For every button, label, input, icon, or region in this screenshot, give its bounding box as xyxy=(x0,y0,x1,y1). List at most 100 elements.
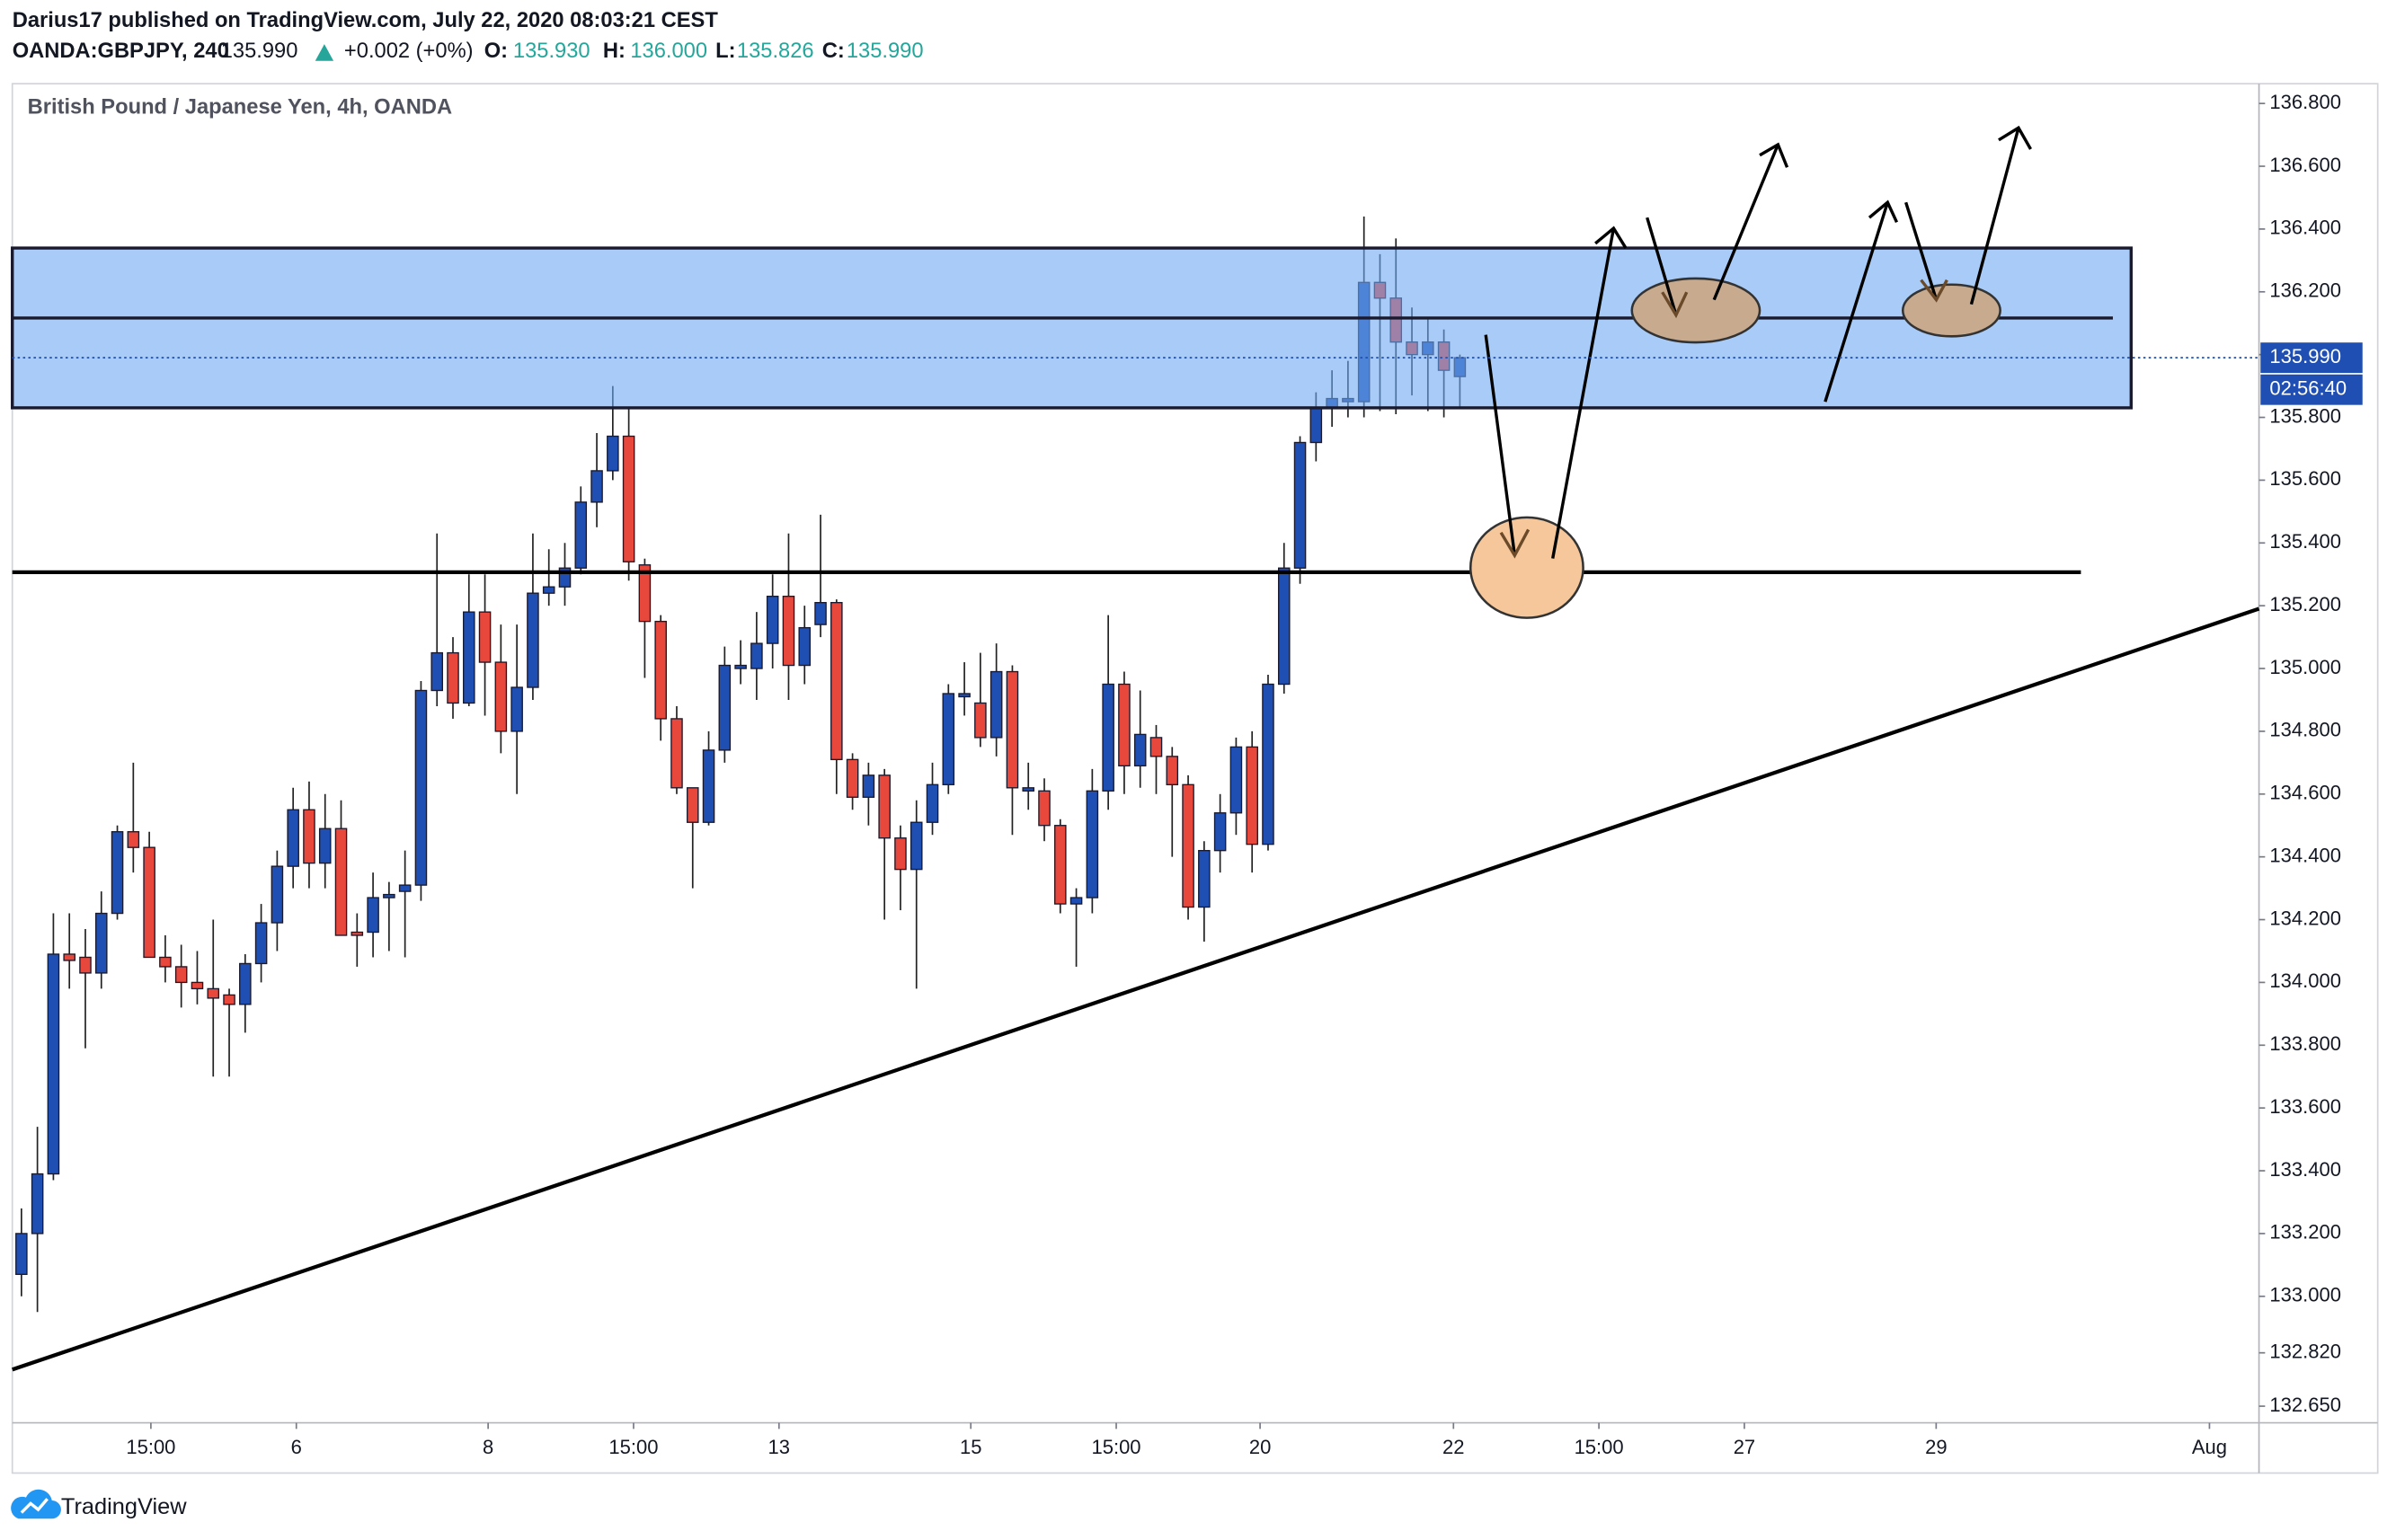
candle-body xyxy=(207,987,220,999)
candle-body xyxy=(351,931,364,936)
candle-body xyxy=(430,651,443,692)
candle-body xyxy=(414,689,428,886)
candle-body xyxy=(367,897,379,934)
retest-circle xyxy=(1901,283,2001,338)
candle-body xyxy=(974,702,987,739)
candle-body xyxy=(287,809,299,867)
x-tick-label: 6 xyxy=(291,1436,302,1458)
candle-body xyxy=(926,783,939,823)
y-tick-label: 136.600 xyxy=(2269,154,2341,176)
candle-body xyxy=(654,620,667,720)
y-tick-label: 134.000 xyxy=(2269,969,2341,992)
published-line: Darius17 published on TradingView.com, J… xyxy=(13,9,719,32)
candle-body xyxy=(447,651,459,704)
close-value: 135.990 xyxy=(847,40,924,63)
candle-body xyxy=(527,592,539,688)
candle-body xyxy=(590,470,603,503)
y-tick-label: 135.200 xyxy=(2269,593,2341,615)
arrow-head xyxy=(1998,125,2032,150)
y-tick-label: 133.000 xyxy=(2269,1284,2341,1306)
candle-body xyxy=(1277,567,1291,686)
candles xyxy=(15,216,1467,1313)
countdown-label: 02:56:40 xyxy=(2269,377,2347,400)
low-label: L: xyxy=(715,40,735,63)
candle-body xyxy=(989,670,1003,739)
candle-body xyxy=(318,828,332,864)
arrow xyxy=(1904,201,1939,301)
candle-body xyxy=(1229,746,1243,814)
candle-body xyxy=(1182,783,1194,908)
candle-body xyxy=(191,981,204,990)
x-tick-label: 15:00 xyxy=(126,1436,175,1458)
candle-body xyxy=(942,693,955,785)
y-tick-label: 134.600 xyxy=(2269,782,2341,804)
arrow xyxy=(1484,334,1517,556)
y-tick-label: 133.200 xyxy=(2269,1221,2341,1244)
low-value: 135.826 xyxy=(737,40,814,63)
candle-body xyxy=(670,718,683,789)
y-tick-label: 134.200 xyxy=(2269,907,2341,929)
candle-body xyxy=(143,846,155,959)
arrow xyxy=(1646,217,1678,316)
y-tick-label: 133.800 xyxy=(2269,1032,2341,1055)
candle-body xyxy=(798,626,812,667)
candle-body xyxy=(718,664,732,751)
x-tick-label: 8 xyxy=(483,1436,493,1458)
candle-body xyxy=(254,922,268,965)
y-tick-label: 136.800 xyxy=(2269,91,2341,113)
y-tick-label: 136.200 xyxy=(2269,279,2341,302)
y-tick-label: 133.600 xyxy=(2269,1095,2341,1118)
candle-body xyxy=(334,828,348,936)
candle-body xyxy=(830,601,843,761)
x-tick-label: 27 xyxy=(1734,1436,1755,1458)
arrow-head xyxy=(1661,291,1689,319)
candle-body xyxy=(223,994,235,1005)
candle-body xyxy=(111,831,124,915)
arrow xyxy=(1551,227,1616,559)
candle-body xyxy=(622,435,635,562)
candle-body xyxy=(15,1233,28,1276)
arrow xyxy=(1712,144,1779,301)
y-tick-label: 135.800 xyxy=(2269,404,2341,427)
x-tick-label: 15:00 xyxy=(1575,1436,1624,1458)
candle-body xyxy=(1246,746,1258,845)
candle-body xyxy=(174,966,188,984)
candle-body xyxy=(494,661,508,732)
logo-line xyxy=(20,1498,49,1514)
candle-body xyxy=(127,831,140,848)
y-tick-label: 136.400 xyxy=(2269,217,2341,239)
candle-body xyxy=(31,1173,44,1235)
arrow-head xyxy=(1868,199,1899,223)
candle-body xyxy=(1262,683,1274,845)
y-tick-label: 134.400 xyxy=(2269,844,2341,866)
candle-body xyxy=(607,435,619,472)
candle-body xyxy=(750,642,763,669)
candle-body xyxy=(1309,407,1323,444)
y-tick-label: 135.000 xyxy=(2269,656,2341,678)
resistance-zone xyxy=(11,246,2133,410)
candle-body xyxy=(47,953,60,1175)
candle-body xyxy=(1133,733,1147,767)
candle-body xyxy=(782,596,795,667)
chart-frame xyxy=(11,83,2379,1474)
x-tick-label: 15:00 xyxy=(1092,1436,1141,1458)
brand-name: TradingView xyxy=(61,1494,187,1519)
arrow-head xyxy=(1594,226,1628,249)
candle-body xyxy=(1054,825,1067,905)
x-tick-label: 15:00 xyxy=(608,1436,658,1458)
candle-body xyxy=(478,611,492,663)
last-price: 135.990 xyxy=(221,40,298,63)
candle-body xyxy=(159,956,172,968)
candle-body xyxy=(1038,790,1051,827)
open-label: O: xyxy=(484,40,508,63)
candle-body xyxy=(271,865,284,924)
arrow-head xyxy=(1499,528,1531,559)
candle-body xyxy=(766,596,779,644)
candle-body xyxy=(894,837,907,871)
candle-body xyxy=(846,758,859,798)
x-tick-label: 20 xyxy=(1249,1436,1271,1458)
change: +0.002 (+0%) xyxy=(344,40,474,63)
x-tick-label: 13 xyxy=(768,1436,790,1458)
